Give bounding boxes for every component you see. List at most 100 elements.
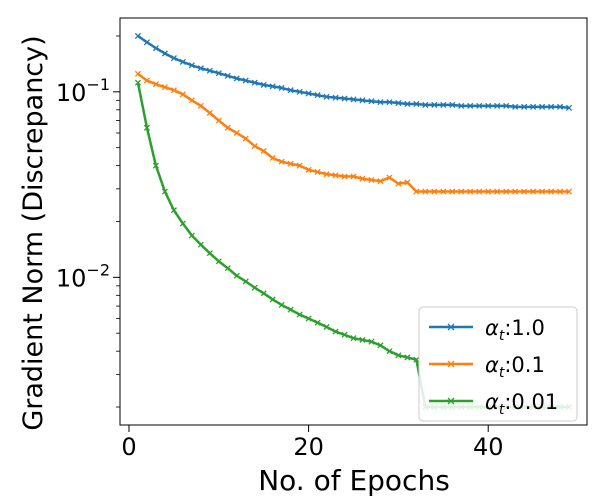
data-point bbox=[350, 96, 357, 103]
data-point bbox=[440, 101, 447, 108]
data-point bbox=[251, 79, 258, 86]
data-point bbox=[224, 265, 231, 272]
data-point bbox=[395, 99, 402, 107]
data-point bbox=[458, 102, 465, 109]
data-point bbox=[170, 87, 177, 94]
data-point bbox=[530, 188, 537, 195]
data-point bbox=[296, 311, 303, 318]
legend-entry-1: αt:0.1 bbox=[429, 353, 545, 381]
data-point bbox=[287, 87, 294, 94]
data-point bbox=[565, 104, 573, 111]
data-point bbox=[260, 147, 267, 155]
data-point bbox=[539, 188, 546, 195]
data-point bbox=[269, 296, 276, 303]
data-point bbox=[377, 342, 384, 349]
data-point bbox=[377, 99, 384, 106]
data-point bbox=[548, 188, 555, 195]
data-point bbox=[431, 101, 438, 108]
data-point bbox=[386, 348, 393, 355]
data-point bbox=[413, 100, 420, 108]
data-point bbox=[332, 328, 339, 335]
data-point bbox=[368, 338, 375, 345]
data-point bbox=[556, 188, 564, 195]
data-point bbox=[395, 180, 402, 187]
data-point bbox=[314, 168, 321, 175]
x-tick-label: 20 bbox=[293, 433, 324, 461]
data-point bbox=[314, 92, 321, 99]
data-point bbox=[179, 220, 186, 227]
legend-entry-0: αt:1.0 bbox=[429, 316, 545, 344]
data-point bbox=[197, 65, 204, 72]
data-point bbox=[404, 354, 411, 361]
data-point bbox=[197, 102, 204, 109]
data-point bbox=[296, 88, 303, 95]
data-point bbox=[341, 173, 348, 180]
data-point bbox=[134, 70, 142, 77]
data-point bbox=[467, 188, 474, 195]
data-point bbox=[152, 81, 159, 88]
data-point bbox=[134, 79, 142, 86]
data-point bbox=[395, 352, 402, 359]
data-point bbox=[332, 172, 339, 179]
data-point bbox=[503, 102, 510, 109]
data-point bbox=[449, 188, 456, 195]
data-point bbox=[206, 67, 213, 74]
data-point bbox=[251, 143, 258, 150]
legend-marker bbox=[447, 323, 455, 331]
legend-marker bbox=[447, 397, 455, 405]
series-1 bbox=[134, 70, 573, 195]
series-0 bbox=[134, 32, 573, 111]
data-point bbox=[260, 81, 267, 88]
data-point bbox=[359, 175, 366, 182]
data-point bbox=[548, 103, 555, 110]
data-point bbox=[368, 98, 375, 105]
data-point bbox=[224, 124, 231, 131]
data-point bbox=[341, 331, 348, 338]
data-point bbox=[170, 55, 177, 62]
data-point bbox=[134, 32, 142, 40]
data-point bbox=[269, 154, 276, 162]
data-point bbox=[341, 95, 348, 102]
legend-box bbox=[418, 306, 578, 422]
data-point bbox=[323, 323, 330, 331]
data-point bbox=[287, 306, 294, 313]
data-point bbox=[332, 94, 339, 101]
data-point bbox=[188, 62, 195, 69]
y-axis-label: Gradient Norm (Discrepancy) bbox=[18, 35, 49, 430]
y-tick-label: 10−2 bbox=[56, 260, 110, 292]
data-point bbox=[152, 45, 159, 52]
data-point bbox=[305, 166, 312, 173]
y-tick-label: 10−1 bbox=[56, 75, 110, 107]
data-point bbox=[278, 84, 285, 91]
data-point bbox=[143, 124, 151, 131]
data-point bbox=[188, 232, 195, 239]
data-point bbox=[161, 50, 168, 57]
data-point bbox=[565, 188, 573, 195]
data-point bbox=[494, 102, 501, 109]
data-point bbox=[269, 83, 276, 90]
data-point bbox=[422, 101, 429, 108]
data-point bbox=[170, 207, 177, 214]
data-point bbox=[539, 103, 546, 110]
data-point bbox=[467, 102, 474, 109]
data-point bbox=[368, 176, 375, 184]
data-point bbox=[278, 158, 285, 165]
data-point bbox=[242, 135, 249, 142]
data-point bbox=[251, 284, 258, 291]
data-point bbox=[260, 290, 267, 297]
data-point bbox=[314, 319, 321, 326]
data-point bbox=[143, 77, 151, 84]
data-point bbox=[512, 188, 519, 195]
data-point bbox=[476, 102, 483, 109]
data-point bbox=[242, 278, 249, 285]
data-point bbox=[449, 101, 456, 108]
data-point bbox=[278, 301, 285, 309]
data-point bbox=[233, 75, 240, 82]
data-point bbox=[359, 336, 366, 343]
data-point bbox=[215, 258, 222, 265]
data-point bbox=[143, 39, 151, 46]
data-point bbox=[179, 58, 186, 65]
data-point bbox=[233, 272, 240, 279]
data-point bbox=[188, 97, 195, 104]
data-point bbox=[323, 93, 330, 100]
